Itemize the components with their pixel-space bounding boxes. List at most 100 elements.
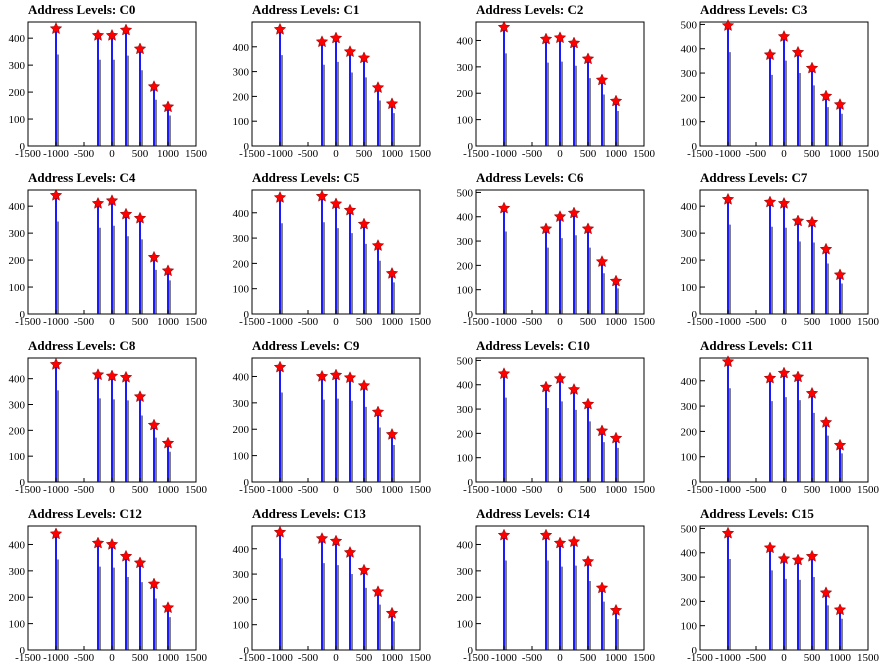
y-tick-label: 300	[9, 566, 26, 578]
y-tick-label: 300	[457, 236, 474, 248]
peak-marker	[161, 601, 175, 614]
peak-marker	[567, 382, 581, 395]
x-tick-label: -500	[74, 484, 95, 496]
peak-marker	[105, 369, 119, 382]
x-tick-label: 0	[557, 484, 563, 496]
x-tick-label: 0	[333, 652, 339, 664]
peak-marker	[595, 424, 609, 437]
peak-marker	[777, 552, 791, 565]
x-tick-label: 0	[781, 484, 787, 496]
y-tick-label: 0	[692, 309, 698, 321]
peak-marker	[777, 29, 791, 42]
peak-marker	[273, 190, 287, 203]
x-tick-label: -1500	[687, 652, 713, 664]
peak-marker	[581, 397, 595, 410]
x-tick-label: 0	[333, 484, 339, 496]
y-tick-label: 200	[9, 255, 26, 267]
peak-marker	[539, 380, 553, 393]
x-tick-label: -500	[298, 148, 319, 160]
y-tick-label: 300	[681, 228, 698, 240]
x-tick-label: 1500	[633, 316, 656, 328]
chart-plot: 0 100 200 300 400 500 -1500 -1000 -500 0 500 1000 15…	[457, 355, 656, 496]
x-tick-label: -500	[522, 148, 543, 160]
peak-marker	[777, 366, 791, 379]
x-tick-label: -1000	[715, 316, 741, 328]
peak-marker	[105, 537, 119, 550]
y-tick-label: 200	[681, 255, 698, 267]
chart-plot: 0 100 200 300 400 -1500 -1000 -500 0 500 1000 1500	[457, 525, 656, 664]
y-tick-label: 300	[233, 569, 250, 581]
chart-plot: 0 100 200 300 400 -1500 -1000 -500 0 500 1000 1500	[233, 189, 432, 328]
y-tick-label: 300	[233, 398, 250, 410]
peak-marker	[91, 28, 105, 41]
x-tick-label: -1500	[687, 484, 713, 496]
peak-marker	[791, 45, 805, 58]
x-tick-label: 500	[580, 652, 597, 664]
y-tick-label: 300	[681, 68, 698, 80]
peak-marker	[343, 371, 357, 384]
peak-marker	[833, 438, 847, 451]
y-tick-label: 200	[9, 87, 26, 99]
y-tick-label: 200	[457, 592, 474, 604]
chart-panel: Address Levels: C3 0 100 200 300 400 500 -1500-…	[672, 0, 896, 168]
chart-panel: Address Levels: C4 0 100 200 300 400 -1500 -100…	[0, 168, 224, 336]
peak-marker	[539, 528, 553, 541]
peak-marker	[371, 239, 385, 252]
peak-marker	[581, 52, 595, 65]
x-tick-label: -1500	[15, 652, 41, 664]
peak-marker	[385, 97, 399, 110]
chart-plot: 0 100 200 300 400 -1500 -1000 -500 0 500 1000 1500	[9, 525, 208, 664]
y-tick-label: 300	[9, 60, 26, 72]
peak-marker	[581, 222, 595, 235]
peak-marker	[147, 577, 161, 590]
x-tick-label: 0	[109, 148, 115, 160]
y-tick-label: 200	[457, 88, 474, 100]
peak-marker	[497, 528, 511, 541]
x-tick-label: -500	[298, 316, 319, 328]
peak-marker	[357, 217, 371, 230]
x-tick-label: -1000	[715, 652, 741, 664]
x-tick-label: -1500	[463, 316, 489, 328]
peak-marker	[553, 31, 567, 44]
peak-marker	[553, 372, 567, 385]
peak-marker	[329, 31, 343, 44]
y-tick-label: 100	[233, 116, 250, 128]
peak-marker	[371, 81, 385, 94]
x-tick-label: 500	[804, 148, 821, 160]
peak-marker	[357, 51, 371, 64]
peak-marker	[147, 80, 161, 93]
y-tick-label: 0	[692, 477, 698, 489]
x-tick-label: -1000	[267, 316, 293, 328]
peak-marker	[315, 532, 329, 545]
chart-title: Address Levels: C15	[700, 506, 814, 521]
x-tick-label: -1000	[715, 148, 741, 160]
y-tick-label: 0	[692, 141, 698, 153]
chart-title: Address Levels: C2	[476, 2, 584, 17]
peak-marker	[49, 527, 63, 540]
chart-title: Address Levels: C11	[700, 338, 814, 353]
peak-marker	[721, 19, 735, 32]
peak-marker	[315, 189, 329, 202]
chart-panel: Address Levels: C10 0 100 200 300 400 500 -1500…	[448, 336, 672, 504]
chart-title: Address Levels: C9	[252, 338, 360, 353]
y-tick-label: 500	[457, 355, 474, 367]
peak-marker	[133, 390, 147, 403]
y-tick-label: 0	[468, 477, 474, 489]
y-tick-label: 400	[681, 548, 698, 560]
x-tick-label: -1500	[15, 484, 41, 496]
peak-marker	[273, 525, 287, 538]
peak-marker	[763, 371, 777, 384]
x-tick-label: -1000	[267, 652, 293, 664]
x-tick-label: -1000	[491, 316, 517, 328]
peak-marker	[329, 368, 343, 381]
y-tick-label: 200	[681, 596, 698, 608]
y-tick-label: 400	[457, 380, 474, 392]
y-tick-label: 300	[457, 62, 474, 74]
x-tick-label: 1500	[409, 148, 432, 160]
x-tick-label: 500	[356, 484, 373, 496]
y-tick-label: 200	[681, 92, 698, 104]
x-tick-label: 500	[804, 316, 821, 328]
peak-marker	[105, 28, 119, 41]
x-tick-label: -1000	[715, 484, 741, 496]
x-tick-label: -500	[74, 148, 95, 160]
